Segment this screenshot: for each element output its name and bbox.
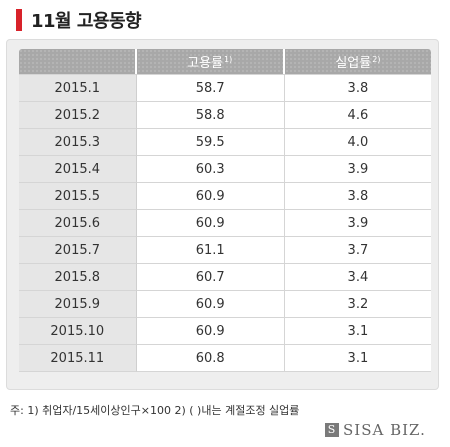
period-cell: 2015.3 — [19, 129, 137, 156]
table-row: 2015.6 60.9 3.9 — [19, 210, 431, 237]
employment-rate-cell: 60.3 — [136, 156, 285, 183]
unemployment-rate-cell: 3.1 — [284, 345, 431, 372]
header-employment-rate-note: 1) — [224, 55, 233, 64]
brand-mark-icon: S — [325, 423, 339, 437]
table-row: 2015.3 59.5 4.0 — [19, 129, 431, 156]
employment-rate-cell: 58.8 — [136, 102, 285, 129]
title-bar: 11월 고용동향 — [16, 9, 142, 32]
footnote: 주: 1) 취업자/15세이상인구×100 2) ( )내는 계절조정 실업률 — [10, 404, 300, 417]
employment-rate-cell: 60.9 — [136, 183, 285, 210]
employment-rate-cell: 60.9 — [136, 318, 285, 345]
page-title: 11월 고용동향 — [31, 11, 142, 32]
employment-rate-cell: 60.9 — [136, 291, 285, 318]
brand-logo: S SISA BIZ. — [325, 421, 426, 439]
period-cell: 2015.6 — [19, 210, 137, 237]
table-row: 2015.5 60.9 3.8 — [19, 183, 431, 210]
header-employment-rate-label: 고용률 — [187, 56, 224, 71]
employment-rate-cell: 60.8 — [136, 345, 285, 372]
period-cell: 2015.2 — [19, 102, 137, 129]
header-unemployment-rate: 실업률2) — [284, 49, 431, 74]
period-cell: 2015.5 — [19, 183, 137, 210]
period-cell: 2015.7 — [19, 237, 137, 264]
employment-rate-cell: 59.5 — [136, 129, 285, 156]
header-period — [19, 49, 137, 74]
header-unemployment-rate-note: 2) — [372, 55, 381, 64]
unemployment-rate-cell: 3.1 — [284, 318, 431, 345]
table-row: 2015.10 60.9 3.1 — [19, 318, 431, 345]
table-row: 2015.1 58.7 3.8 — [19, 74, 431, 102]
table-header-row: 고용률1) 실업률2) — [19, 49, 431, 74]
period-cell: 2015.10 — [19, 318, 137, 345]
table-row: 2015.2 58.8 4.6 — [19, 102, 431, 129]
header-unemployment-rate-label: 실업률 — [335, 56, 372, 71]
table-body: 2015.1 58.7 3.8 2015.2 58.8 4.6 2015.3 59.5 4.0 2… — [19, 74, 431, 372]
brand-logo-text: SISA BIZ. — [343, 421, 426, 439]
unemployment-rate-cell: 3.9 — [284, 156, 431, 183]
period-cell: 2015.11 — [19, 345, 137, 372]
unemployment-rate-cell: 3.8 — [284, 183, 431, 210]
unemployment-rate-cell: 3.4 — [284, 264, 431, 291]
employment-table: 고용률1) 실업률2) 2015.1 58.7 3.8 2015.2 58.8 4.6 20… — [19, 49, 431, 372]
table-row: 2015.9 60.9 3.2 — [19, 291, 431, 318]
period-cell: 2015.4 — [19, 156, 137, 183]
header-employment-rate: 고용률1) — [136, 49, 285, 74]
period-cell: 2015.1 — [19, 74, 137, 102]
unemployment-rate-cell: 4.6 — [284, 102, 431, 129]
period-cell: 2015.9 — [19, 291, 137, 318]
employment-rate-cell: 60.9 — [136, 210, 285, 237]
unemployment-rate-cell: 3.7 — [284, 237, 431, 264]
employment-rate-cell: 61.1 — [136, 237, 285, 264]
table-row: 2015.11 60.8 3.1 — [19, 345, 431, 372]
employment-rate-cell: 60.7 — [136, 264, 285, 291]
employment-rate-cell: 58.7 — [136, 74, 285, 102]
table-row: 2015.4 60.3 3.9 — [19, 156, 431, 183]
unemployment-rate-cell: 3.9 — [284, 210, 431, 237]
unemployment-rate-cell: 3.8 — [284, 74, 431, 102]
table-row: 2015.7 61.1 3.7 — [19, 237, 431, 264]
title-accent-bar — [16, 9, 22, 31]
table-row: 2015.8 60.7 3.4 — [19, 264, 431, 291]
unemployment-rate-cell: 3.2 — [284, 291, 431, 318]
unemployment-rate-cell: 4.0 — [284, 129, 431, 156]
period-cell: 2015.8 — [19, 264, 137, 291]
